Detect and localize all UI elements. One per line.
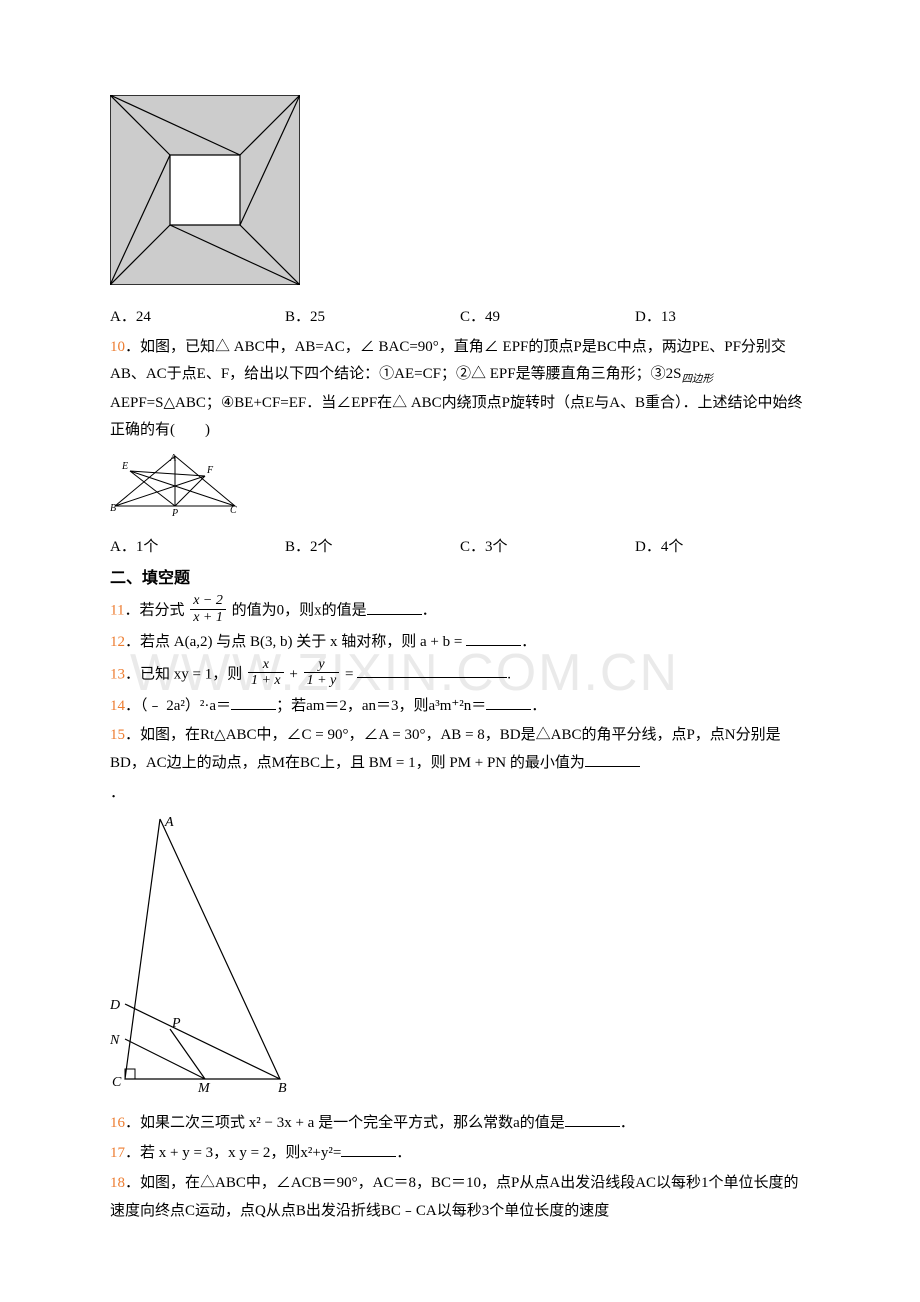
q17-end: ． <box>396 1145 411 1161</box>
q10-option-d: D．4个 <box>635 534 810 562</box>
svg-text:B: B <box>278 1081 287 1094</box>
svg-text:P: P <box>171 1016 181 1031</box>
q10-number: 10 <box>110 339 125 355</box>
svg-text:D: D <box>110 998 120 1013</box>
q11-frac-num: x − 2 <box>190 593 226 609</box>
q11-frac-den: x + 1 <box>190 610 226 625</box>
q15-blank <box>585 766 640 767</box>
q17: 17．若 x + y = 3，x y = 2，则x²+y²= ． <box>110 1140 810 1168</box>
q14: 14．（﹣ 2a²）²·a＝ ；若am＝2，an＝3，则a³m⁺²n＝ ． <box>110 693 810 721</box>
q13-frac2: y1 + y <box>304 657 340 689</box>
q10-option-c: C．3个 <box>460 534 635 562</box>
q13-f2-num: y <box>304 657 340 673</box>
q10-line2b: AEPF=S△ABC；④BE+CF=EF．当∠EPF在△ ABC内绕顶点P旋转时… <box>110 395 803 439</box>
q12-end: ． <box>521 634 536 650</box>
svg-text:C: C <box>112 1075 122 1090</box>
q13-eq: = <box>345 666 353 682</box>
q11-number: 11 <box>110 603 124 619</box>
q9-options: A．24 B．25 C．49 D．13 <box>110 304 810 332</box>
q11-post: 的值为0，则x的值是 <box>232 603 367 619</box>
q10-options: A．1个 B．2个 C．3个 D．4个 <box>110 534 810 562</box>
q13-number: 13 <box>110 666 125 682</box>
q11-pre: ．若分式 <box>124 603 184 619</box>
q10-option-a: A．1个 <box>110 534 285 562</box>
svg-text:F: F <box>206 465 214 476</box>
q14-blank2 <box>486 709 531 710</box>
q13-plus: + <box>289 666 297 682</box>
q14-blank1 <box>231 709 276 710</box>
q12: 12．若点 A(a,2) 与点 B(3, b) 关于 x 轴对称，则 a + b… <box>110 629 810 657</box>
q10-text: 10．如图，已知△ ABC中，AB=AC，∠ BAC=90°，直角∠ EPF的顶… <box>110 334 810 446</box>
q9-option-d: D．13 <box>635 304 810 332</box>
q16-number: 16 <box>110 1115 125 1131</box>
q9-option-b: B．25 <box>285 304 460 332</box>
q9-option-a: A．24 <box>110 304 285 332</box>
q11-fraction: x − 2x + 1 <box>190 593 226 625</box>
q18-number: 18 <box>110 1175 125 1191</box>
q15-text: ．如图，在Rt△ABC中，∠C = 90°，∠A = 30°，AB = 8，BD… <box>110 727 781 771</box>
q17-blank <box>341 1156 396 1157</box>
q13-f1-den: 1 + x <box>248 673 284 688</box>
q10-line1: ．如图，已知△ ABC中，AB=AC，∠ BAC=90°，直角∠ <box>125 339 499 355</box>
section-2-title: 二、填空题 <box>110 564 810 594</box>
q14-a: ．（﹣ 2a²）²·a＝ <box>125 698 231 714</box>
q12-text: ．若点 A(a,2) 与点 B(3, b) 关于 x 轴对称，则 a + b = <box>125 634 462 650</box>
q14-number: 14 <box>110 698 125 714</box>
q16-text: ．如果二次三项式 x² − 3x + a 是一个完全平方式，那么常数a的值是 <box>125 1115 565 1131</box>
q11-end: ． <box>422 603 437 619</box>
q11: 11．若分式 x − 2x + 1 的值为0，则x的值是 ． <box>110 595 810 627</box>
svg-text:E: E <box>121 461 128 472</box>
q15: 15．如图，在Rt△ABC中，∠C = 90°，∠A = 30°，AB = 8，… <box>110 722 810 778</box>
q16-blank <box>565 1126 620 1127</box>
q12-number: 12 <box>110 634 125 650</box>
q14-b: ；若am＝2，an＝3，则a³m⁺²n＝ <box>276 698 486 714</box>
svg-text:A: A <box>164 815 174 830</box>
q17-number: 17 <box>110 1145 125 1161</box>
svg-text:N: N <box>110 1033 120 1048</box>
q13-blank <box>357 677 507 678</box>
q9-option-c: C．49 <box>460 304 635 332</box>
q11-blank <box>367 614 422 615</box>
q13-f2-den: 1 + y <box>304 673 340 688</box>
svg-text:P: P <box>171 508 178 517</box>
q15-end-row: ． <box>110 780 810 808</box>
q18-text: ．如图，在△ABC中，∠ACB＝90°，AC＝8，BC＝10，点P从点A出发沿线… <box>110 1175 799 1219</box>
q15-end: ． <box>110 785 125 801</box>
svg-text:C: C <box>230 505 237 516</box>
q13-end: . <box>507 666 511 682</box>
q14-end: ． <box>531 698 546 714</box>
figure-triangle-epf: A B C P E F <box>110 451 810 528</box>
svg-text:B: B <box>110 503 116 514</box>
q12-blank <box>466 645 521 646</box>
q13: 13．已知 xy = 1，则 x1 + x + y1 + y = . <box>110 659 810 691</box>
svg-text:M: M <box>197 1081 211 1094</box>
q13-pre: ．已知 xy = 1，则 <box>125 666 242 682</box>
svg-text:A: A <box>169 453 177 464</box>
q13-frac1: x1 + x <box>248 657 284 689</box>
q10-option-b: B．2个 <box>285 534 460 562</box>
figure-pinwheel-square <box>110 95 810 296</box>
q16: 16．如果二次三项式 x² − 3x + a 是一个完全平方式，那么常数a的值是… <box>110 1110 810 1138</box>
q18: 18．如图，在△ABC中，∠ACB＝90°，AC＝8，BC＝10，点P从点A出发… <box>110 1170 810 1226</box>
q16-end: ． <box>620 1115 635 1131</box>
q13-f1-num: x <box>248 657 284 673</box>
q10-sub: 四边形 <box>681 374 713 385</box>
q17-text: ．若 x + y = 3，x y = 2，则x²+y²= <box>125 1145 341 1161</box>
q15-number: 15 <box>110 727 125 743</box>
figure-right-triangle: A C B D N M P <box>110 814 810 1105</box>
